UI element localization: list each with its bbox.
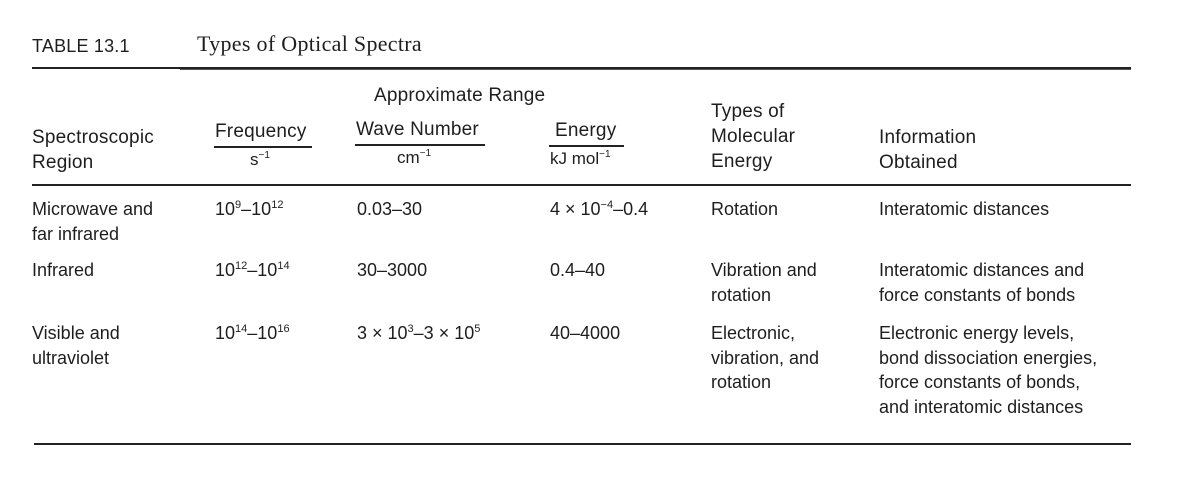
header-info-line2: Obtained	[879, 152, 958, 173]
row1-wavenumber: 0.03–30	[357, 199, 423, 219]
row1-info: Interatomic distances	[879, 199, 1050, 219]
header-types-line1: Types of	[711, 101, 785, 122]
header-region-line1: Spectroscopic	[32, 127, 154, 148]
header-info-line1: Information	[879, 127, 977, 148]
header-types-line2: Molecular	[711, 126, 796, 147]
wavenumber-rule	[355, 144, 485, 146]
header-frequency-unit: s−1	[250, 150, 270, 169]
row3-region: Visible and ultraviolet	[32, 323, 120, 368]
row1-frequency: 109–1012	[215, 199, 284, 219]
row3-frequency: 1014–1016	[215, 323, 290, 343]
row1-energy: 4 × 10−4–0.4	[550, 199, 649, 219]
header-wavenumber-unit: cm−1	[397, 148, 432, 167]
header-region-line2: Region	[32, 152, 94, 173]
row3-types: Electronic, vibration, and rotation	[711, 323, 820, 392]
header-rule	[32, 184, 1131, 186]
row3-info: Electronic energy levels, bond dissociat…	[879, 323, 1098, 417]
row2-frequency: 1012–1014	[215, 260, 290, 280]
top-rule-second	[180, 69, 1131, 70]
row3-energy: 40–4000	[550, 323, 621, 343]
row2-types: Vibration and rotation	[711, 260, 817, 305]
top-rule-thin	[32, 67, 1131, 69]
table-number: TABLE 13.1	[32, 36, 130, 56]
energy-rule	[549, 145, 624, 147]
frequency-rule	[214, 146, 312, 148]
table-title: Types of Optical Spectra	[197, 31, 422, 56]
row2-info: Interatomic distances and force constant…	[879, 260, 1085, 305]
header-energy: Energy	[555, 120, 617, 141]
header-wavenumber: Wave Number	[356, 119, 479, 140]
row2-region: Infrared	[32, 260, 95, 280]
header-frequency: Frequency	[215, 121, 307, 142]
row1-region: Microwave and far infrared	[32, 199, 154, 244]
header-energy-unit: kJ mol−1	[550, 149, 611, 168]
header-types-line3: Energy	[711, 151, 773, 172]
row2-energy: 0.4–40	[550, 260, 606, 280]
row1-types: Rotation	[711, 199, 779, 219]
row3-wavenumber: 3 × 103–3 × 105	[357, 323, 481, 343]
approx-range-header: Approximate Range	[374, 85, 546, 106]
row2-wavenumber: 30–3000	[357, 260, 428, 280]
bottom-rule	[34, 443, 1131, 445]
